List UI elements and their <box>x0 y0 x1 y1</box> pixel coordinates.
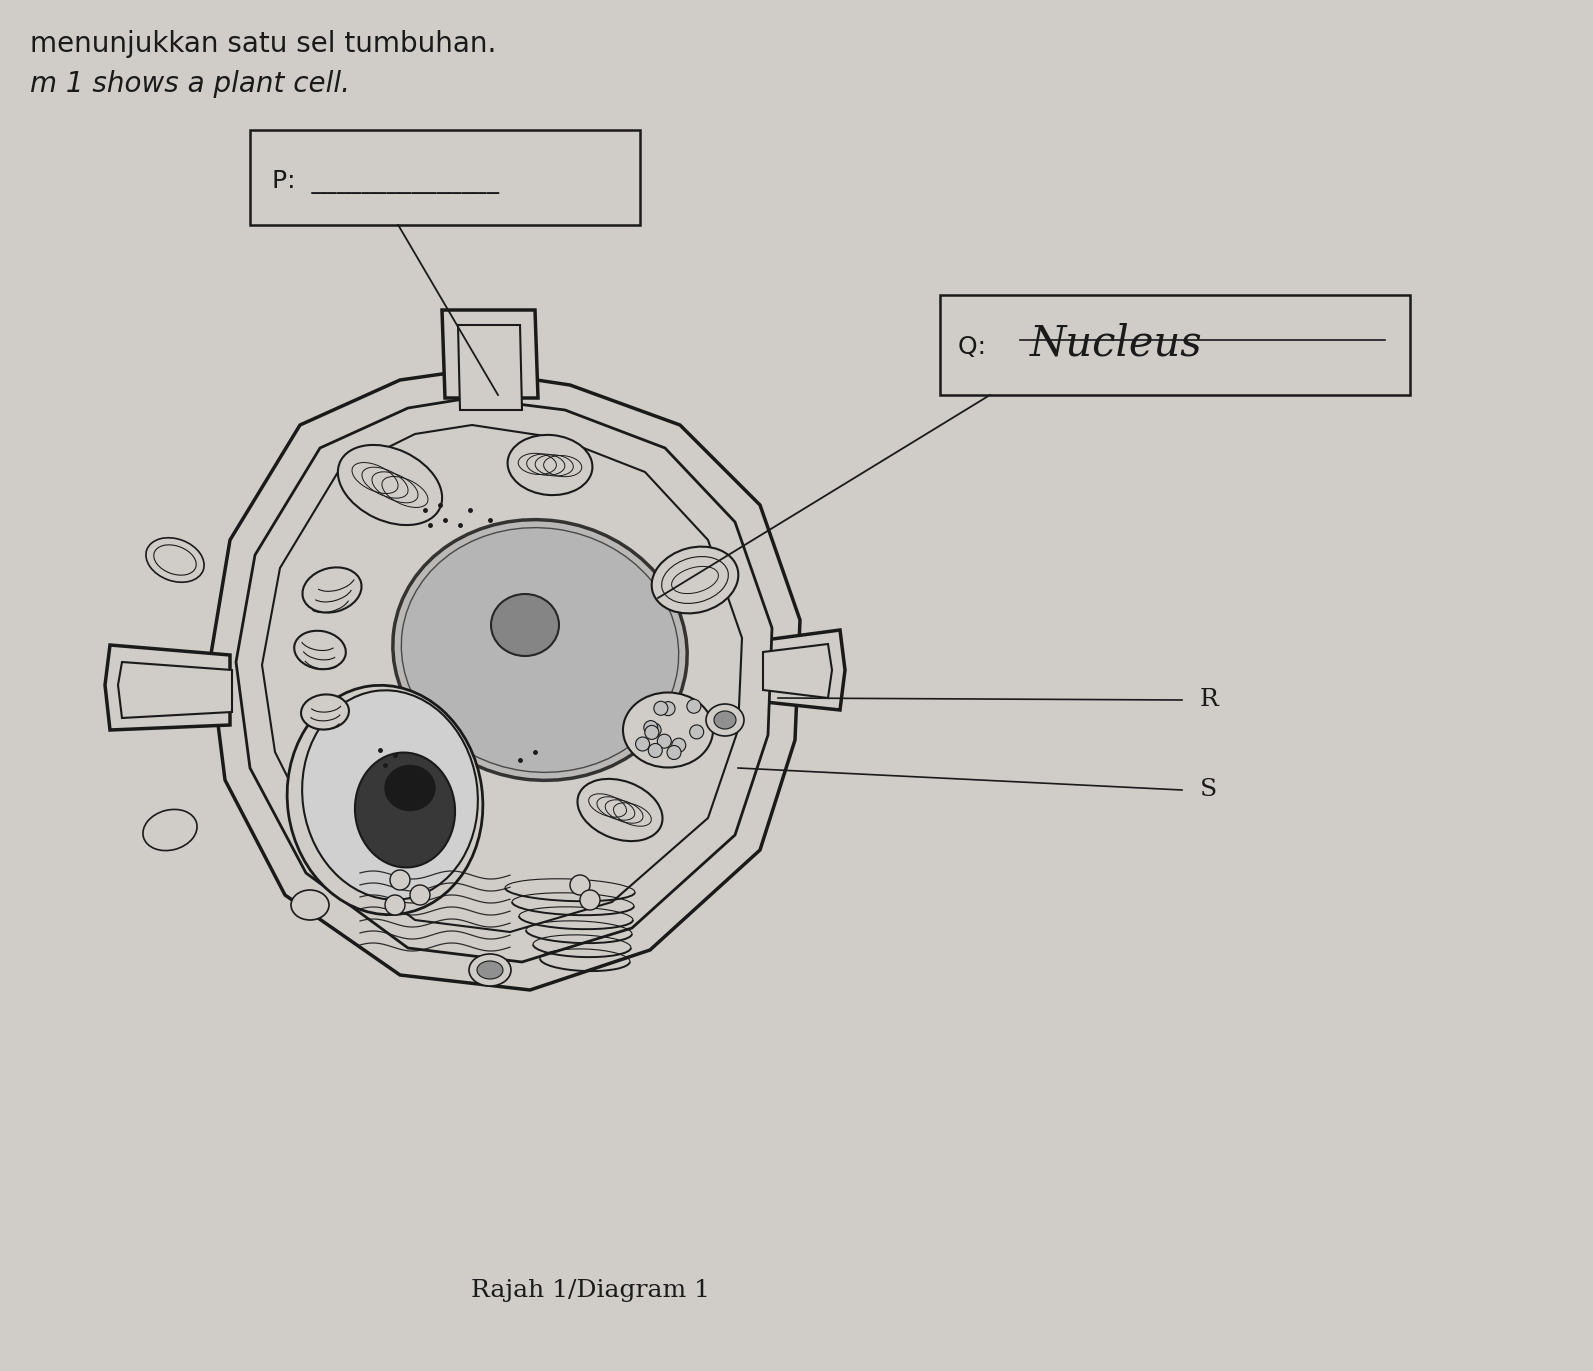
Polygon shape <box>236 398 773 962</box>
Circle shape <box>658 735 671 749</box>
Circle shape <box>648 743 663 758</box>
Polygon shape <box>105 644 229 729</box>
Text: P:  _______________: P: _______________ <box>272 170 499 195</box>
Polygon shape <box>765 631 844 710</box>
Circle shape <box>645 725 660 739</box>
Ellipse shape <box>355 753 456 868</box>
Ellipse shape <box>491 594 559 655</box>
Ellipse shape <box>155 544 196 576</box>
Ellipse shape <box>303 691 478 899</box>
Ellipse shape <box>652 547 738 613</box>
Bar <box>940 295 1410 395</box>
Text: Q:: Q: <box>957 335 994 359</box>
Polygon shape <box>441 310 538 398</box>
Circle shape <box>672 738 685 753</box>
Ellipse shape <box>714 712 736 729</box>
Circle shape <box>647 723 661 738</box>
Ellipse shape <box>287 686 483 914</box>
Ellipse shape <box>578 779 663 842</box>
Text: Rajah 1/Diagram 1: Rajah 1/Diagram 1 <box>470 1279 709 1301</box>
Ellipse shape <box>292 890 330 920</box>
Circle shape <box>390 871 409 890</box>
Polygon shape <box>118 662 233 718</box>
Bar <box>250 130 640 225</box>
Circle shape <box>687 699 701 713</box>
Circle shape <box>409 886 430 905</box>
Circle shape <box>667 746 682 760</box>
Circle shape <box>653 702 667 716</box>
Ellipse shape <box>623 692 714 768</box>
Ellipse shape <box>386 765 435 810</box>
Circle shape <box>570 875 589 895</box>
Ellipse shape <box>338 446 443 525</box>
Ellipse shape <box>143 809 198 850</box>
Circle shape <box>690 725 704 739</box>
Ellipse shape <box>468 954 511 986</box>
Circle shape <box>661 702 675 716</box>
Ellipse shape <box>295 631 346 669</box>
Polygon shape <box>261 425 742 932</box>
Circle shape <box>580 890 601 910</box>
Ellipse shape <box>476 961 503 979</box>
Polygon shape <box>459 325 523 410</box>
Ellipse shape <box>147 537 204 583</box>
Circle shape <box>386 895 405 914</box>
Ellipse shape <box>661 557 728 603</box>
Text: R: R <box>1200 688 1219 712</box>
Ellipse shape <box>301 695 349 729</box>
Ellipse shape <box>672 566 718 594</box>
Text: Nucleus: Nucleus <box>1031 322 1203 363</box>
Polygon shape <box>763 644 832 698</box>
Text: menunjukkan satu sel tumbuhan.: menunjukkan satu sel tumbuhan. <box>30 30 497 58</box>
Ellipse shape <box>508 435 593 495</box>
Circle shape <box>644 721 658 735</box>
Ellipse shape <box>393 520 687 780</box>
Circle shape <box>636 738 650 751</box>
Ellipse shape <box>706 703 744 736</box>
Ellipse shape <box>401 528 679 772</box>
Polygon shape <box>210 370 800 990</box>
Ellipse shape <box>303 568 362 613</box>
Text: S: S <box>1200 779 1217 802</box>
Text: m 1 shows a plant cell.: m 1 shows a plant cell. <box>30 70 350 97</box>
